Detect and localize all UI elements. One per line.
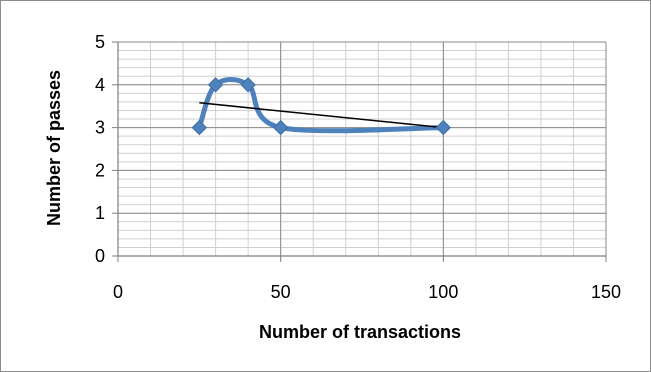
x-tick-label: 0 bbox=[113, 282, 123, 302]
y-tick-label: 1 bbox=[95, 203, 105, 223]
x-tick-labels: 0 50 100 150 bbox=[113, 282, 621, 302]
data-markers bbox=[191, 77, 452, 136]
axes bbox=[112, 41, 607, 262]
data-point-diamond bbox=[191, 119, 208, 136]
trendline bbox=[199, 102, 444, 129]
data-point-diamond bbox=[272, 119, 289, 136]
data-series bbox=[196, 76, 446, 134]
minor-gridlines bbox=[117, 41, 607, 257]
major-gridlines bbox=[117, 41, 607, 257]
trendline-group bbox=[199, 102, 444, 129]
series-line bbox=[196, 76, 446, 134]
y-tick-labels: 0 1 2 3 4 5 bbox=[95, 32, 105, 266]
x-tick-label: 50 bbox=[271, 282, 291, 302]
data-point-diamond bbox=[240, 77, 256, 93]
data-point-diamond bbox=[207, 77, 224, 93]
y-tick-label: 2 bbox=[95, 160, 105, 180]
data-point-diamond bbox=[435, 119, 452, 136]
y-tick-label: 4 bbox=[95, 75, 105, 95]
y-tick-label: 0 bbox=[95, 246, 105, 266]
y-tick-label: 3 bbox=[95, 118, 105, 138]
y-tick-label: 5 bbox=[95, 32, 105, 52]
x-axis-title: Number of transactions bbox=[259, 322, 461, 342]
x-tick-label: 100 bbox=[428, 282, 458, 302]
y-axis-title: Number of passes bbox=[44, 70, 64, 226]
x-tick-label: 150 bbox=[591, 282, 621, 302]
